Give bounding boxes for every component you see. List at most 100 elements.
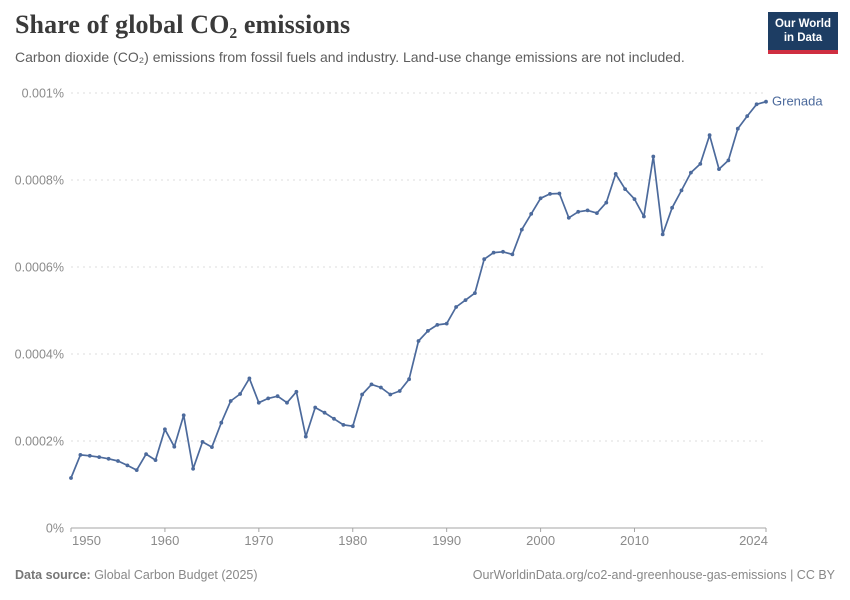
x-tick-label: 1960 bbox=[150, 533, 179, 548]
data-point[interactable] bbox=[519, 227, 524, 232]
data-point[interactable] bbox=[501, 249, 505, 254]
data-point[interactable] bbox=[379, 385, 383, 390]
data-point[interactable] bbox=[764, 99, 768, 104]
data-point[interactable] bbox=[87, 453, 92, 458]
data-point[interactable] bbox=[256, 400, 261, 405]
data-point[interactable] bbox=[660, 232, 665, 237]
data-point[interactable] bbox=[228, 399, 233, 403]
data-point[interactable] bbox=[585, 208, 590, 213]
x-tick-label: 2024 bbox=[739, 533, 768, 548]
data-point[interactable] bbox=[275, 394, 280, 399]
data-point[interactable] bbox=[566, 215, 571, 220]
footer-link[interactable]: OurWorldinData.org/co2-and-greenhouse-ga… bbox=[472, 568, 835, 582]
x-tick-label: 1990 bbox=[432, 533, 461, 548]
data-point[interactable] bbox=[200, 440, 205, 444]
data-point[interactable] bbox=[435, 323, 440, 327]
data-point[interactable] bbox=[735, 126, 740, 131]
data-point[interactable] bbox=[144, 452, 149, 456]
y-tick-label: 0% bbox=[46, 522, 64, 536]
data-point[interactable] bbox=[153, 458, 158, 462]
data-point[interactable] bbox=[623, 187, 627, 192]
footer-source-text: Global Carbon Budget (2025) bbox=[90, 568, 258, 582]
data-point[interactable] bbox=[707, 133, 712, 138]
data-point[interactable] bbox=[191, 466, 196, 471]
data-point[interactable] bbox=[454, 305, 458, 309]
owid-logo[interactable]: Our World in Data bbox=[767, 12, 838, 54]
chart-canvas[interactable]: 0% 0.0002% 0.0004% 0.0006% 0.0008% 0.001% 1950… bbox=[0, 0, 850, 560]
data-point[interactable] bbox=[407, 377, 411, 382]
data-point[interactable] bbox=[163, 427, 167, 432]
data-point[interactable] bbox=[116, 459, 120, 463]
data-point[interactable] bbox=[473, 291, 477, 295]
x-tick-label: 2000 bbox=[526, 533, 555, 548]
data-point[interactable] bbox=[106, 456, 111, 461]
series-label-grenada: Grenada bbox=[772, 94, 823, 109]
data-point[interactable] bbox=[698, 162, 703, 166]
y-tick-label: 0.0002% bbox=[15, 435, 64, 449]
data-point[interactable] bbox=[604, 200, 609, 205]
data-point[interactable] bbox=[294, 389, 299, 394]
data-point[interactable] bbox=[97, 455, 102, 459]
data-point[interactable] bbox=[670, 205, 674, 210]
data-point[interactable] bbox=[529, 212, 534, 216]
data-point[interactable] bbox=[613, 172, 618, 176]
data-point[interactable] bbox=[369, 382, 374, 387]
data-point[interactable] bbox=[463, 298, 468, 302]
data-point[interactable] bbox=[125, 463, 130, 468]
data-point[interactable] bbox=[350, 424, 355, 429]
footer-source: Data source: Global Carbon Budget (2025) bbox=[15, 568, 258, 582]
page-title: Share of global CO₂ emissions bbox=[15, 10, 351, 39]
chart-footer: Data source: Global Carbon Budget (2025)… bbox=[15, 568, 835, 582]
data-point[interactable] bbox=[210, 445, 214, 449]
data-point[interactable] bbox=[181, 413, 186, 418]
data-point[interactable] bbox=[632, 197, 637, 202]
chart-line-grenada bbox=[70, 100, 767, 479]
x-tick-label: 1970 bbox=[244, 533, 273, 548]
y-tick-label: 0.0004% bbox=[15, 348, 64, 362]
owid-logo-line2: in Data bbox=[783, 31, 823, 44]
data-point[interactable] bbox=[219, 420, 224, 425]
data-point[interactable] bbox=[332, 416, 336, 421]
data-point[interactable] bbox=[689, 170, 693, 175]
data-point[interactable] bbox=[538, 196, 543, 201]
data-point[interactable] bbox=[416, 339, 421, 343]
data-point[interactable] bbox=[491, 250, 496, 255]
data-point[interactable] bbox=[548, 192, 552, 196]
data-point[interactable] bbox=[726, 158, 731, 163]
data-point[interactable] bbox=[557, 191, 562, 196]
x-tick-label: 1980 bbox=[338, 533, 367, 548]
chart-header: Share of global CO₂ emissions Carbon dio… bbox=[15, 10, 765, 65]
data-point[interactable] bbox=[322, 410, 327, 415]
data-point[interactable] bbox=[482, 257, 487, 262]
data-point[interactable] bbox=[642, 214, 646, 219]
data-point[interactable] bbox=[510, 252, 515, 257]
data-point[interactable] bbox=[266, 396, 271, 401]
data-point[interactable] bbox=[134, 468, 139, 472]
data-point[interactable] bbox=[754, 102, 759, 107]
data-point[interactable] bbox=[341, 423, 346, 427]
x-tick-label: 2010 bbox=[620, 533, 649, 548]
page-subtitle: Carbon dioxide (CO₂) emissions from foss… bbox=[15, 49, 685, 65]
data-point[interactable] bbox=[576, 209, 581, 214]
data-point[interactable] bbox=[247, 376, 252, 381]
data-point[interactable] bbox=[397, 389, 402, 393]
y-tick-label: 0.001% bbox=[22, 87, 64, 101]
data-point[interactable] bbox=[78, 453, 83, 457]
data-point[interactable] bbox=[679, 188, 684, 193]
data-point[interactable] bbox=[303, 434, 308, 439]
data-point[interactable] bbox=[388, 392, 393, 397]
data-point[interactable] bbox=[717, 167, 721, 172]
data-point[interactable] bbox=[745, 114, 750, 118]
data-point[interactable] bbox=[595, 211, 599, 216]
data-point[interactable] bbox=[313, 405, 318, 410]
footer-source-label: Data source: bbox=[15, 568, 91, 582]
data-point[interactable] bbox=[360, 392, 364, 397]
data-point[interactable] bbox=[444, 321, 449, 326]
data-point[interactable] bbox=[69, 476, 73, 480]
data-point[interactable] bbox=[651, 154, 656, 159]
y-tick-label: 0.0008% bbox=[15, 174, 64, 188]
data-point[interactable] bbox=[426, 329, 430, 333]
data-point[interactable] bbox=[172, 444, 177, 449]
data-point[interactable] bbox=[285, 400, 289, 405]
data-point[interactable] bbox=[238, 392, 243, 396]
